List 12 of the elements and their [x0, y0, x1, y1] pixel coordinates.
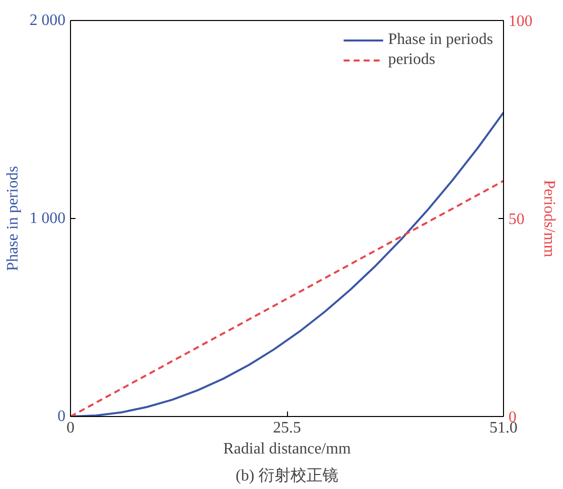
y-axis-title: Phase in periods [4, 166, 22, 271]
y2-tick-label: 100 [508, 13, 532, 30]
text: (b) 衍射校正镜 [236, 466, 338, 484]
y-tick-label: 2 000 [30, 12, 66, 29]
y2-tick-label: 50 [508, 211, 524, 228]
y-tick-label: 1 000 [30, 210, 66, 227]
y2-axis-title: Periods/mm [540, 180, 558, 258]
legend-label: Phase in periods [388, 31, 493, 49]
x-axis-title: Radial distance/mm [223, 440, 352, 458]
legend-label: periods [388, 51, 436, 69]
y-tick-label: 0 [58, 408, 66, 425]
x-tick-label: 25.5 [273, 420, 301, 436]
